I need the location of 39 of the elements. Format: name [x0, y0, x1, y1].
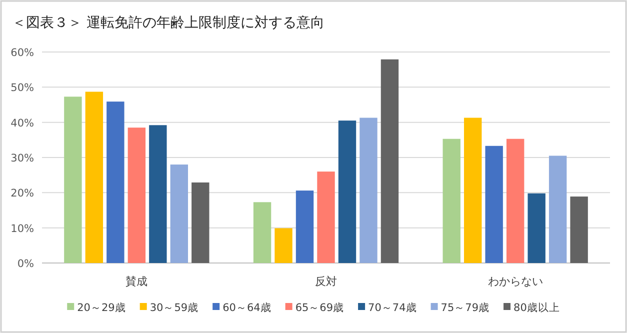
legend-label: 65～69歳 — [295, 301, 344, 314]
x-tick-label: 賛成 — [126, 275, 148, 288]
bar — [106, 102, 124, 263]
bar — [380, 59, 399, 263]
x-tick-label: わからない — [488, 275, 543, 288]
bar — [253, 202, 272, 263]
legend-label: 20～29歳 — [77, 301, 126, 314]
bar — [64, 96, 82, 263]
bar — [149, 125, 167, 263]
bar — [170, 164, 188, 263]
bar — [317, 172, 335, 263]
bar — [296, 190, 314, 263]
bar — [128, 128, 146, 263]
bar — [85, 92, 104, 263]
bar — [274, 228, 292, 263]
y-tick-label: 50% — [10, 82, 34, 94]
bar — [442, 138, 460, 263]
bar — [192, 182, 210, 263]
y-tick-label: 40% — [10, 117, 34, 130]
chart-title: ＜図表３＞ 運転免許の年齢上限制度に対する意向 — [12, 15, 324, 31]
bar — [506, 138, 524, 263]
y-tick-label: 20% — [10, 188, 34, 200]
x-tick-label: 反対 — [315, 275, 337, 288]
bar — [464, 118, 482, 263]
bar — [570, 196, 588, 263]
y-tick-label: 10% — [10, 222, 34, 235]
bar — [338, 120, 356, 263]
y-tick-label: 0% — [17, 258, 34, 270]
bar — [485, 146, 503, 263]
legend-label: 70～74歳 — [368, 301, 417, 314]
legend-label: 60～64歳 — [222, 301, 272, 314]
bar — [360, 118, 378, 263]
bar — [528, 193, 546, 263]
legend-label: 30～59歳 — [150, 301, 199, 314]
y-tick-label: 60% — [10, 47, 34, 59]
legend-label: 80歳以上 — [514, 301, 560, 314]
bar — [548, 156, 567, 263]
legend-label: 75～79歳 — [440, 301, 490, 314]
y-tick-label: 30% — [10, 152, 34, 164]
